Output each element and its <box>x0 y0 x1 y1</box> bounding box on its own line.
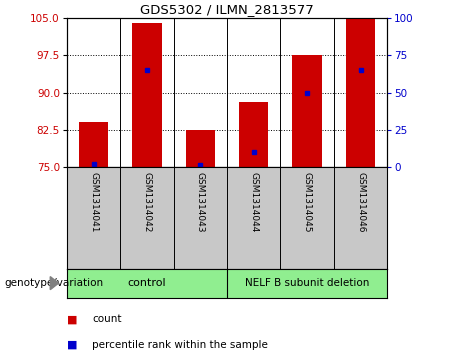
Text: GSM1314044: GSM1314044 <box>249 172 258 232</box>
Text: GSM1314046: GSM1314046 <box>356 172 365 233</box>
Text: count: count <box>92 314 122 325</box>
Text: GSM1314042: GSM1314042 <box>142 172 152 232</box>
Text: GSM1314043: GSM1314043 <box>196 172 205 233</box>
Text: GSM1314041: GSM1314041 <box>89 172 98 233</box>
Text: NELF B subunit deletion: NELF B subunit deletion <box>245 278 369 288</box>
Text: GSM1314045: GSM1314045 <box>302 172 312 233</box>
Text: ■: ■ <box>67 340 77 350</box>
Text: control: control <box>128 278 166 288</box>
Text: percentile rank within the sample: percentile rank within the sample <box>92 340 268 350</box>
Title: GDS5302 / ILMN_2813577: GDS5302 / ILMN_2813577 <box>140 3 314 16</box>
Bar <box>186 130 215 167</box>
Bar <box>239 102 268 167</box>
Bar <box>292 55 322 167</box>
Bar <box>79 122 108 167</box>
Bar <box>132 23 162 167</box>
Text: ■: ■ <box>67 314 77 325</box>
Bar <box>346 18 375 167</box>
Text: genotype/variation: genotype/variation <box>5 278 104 288</box>
